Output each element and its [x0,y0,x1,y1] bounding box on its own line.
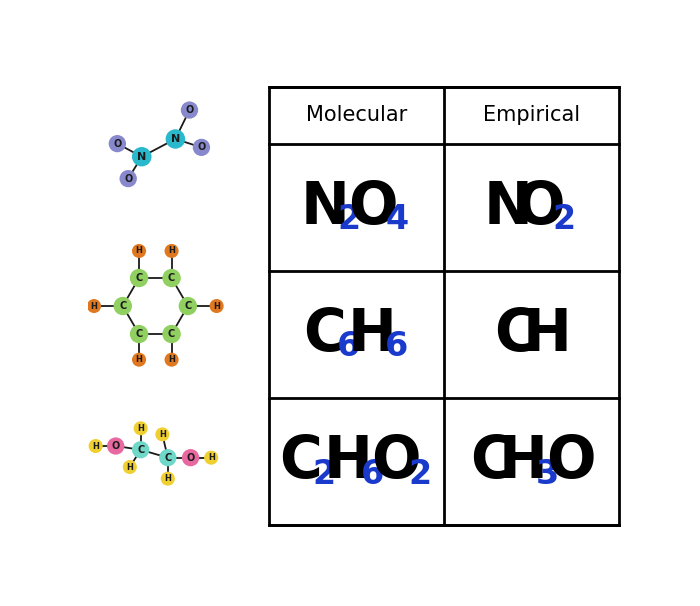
Ellipse shape [159,449,176,466]
Text: C: C [135,273,143,283]
Ellipse shape [132,244,146,258]
Text: C: C [304,306,346,363]
Text: H: H [127,462,133,471]
Ellipse shape [204,451,218,465]
Text: C: C [119,301,127,311]
Bar [270,87,620,525]
Text: O: O [372,433,421,490]
Ellipse shape [120,170,137,187]
Ellipse shape [166,129,185,148]
Text: C: C [184,301,192,311]
Text: H: H [208,453,215,462]
Text: O: O [186,453,195,463]
Text: C: C [279,433,322,490]
Text: O: O [197,142,206,152]
Text: C: C [168,273,175,283]
Text: H: H [498,433,547,490]
Text: C: C [494,306,537,363]
Ellipse shape [209,299,224,313]
Text: H: H [323,433,372,490]
Text: C: C [137,445,144,454]
Ellipse shape [178,297,197,315]
Ellipse shape [113,297,132,315]
Text: Molecular: Molecular [306,105,407,125]
Ellipse shape [134,421,148,435]
Text: O: O [348,179,398,236]
Text: H: H [136,355,143,364]
Ellipse shape [132,353,146,367]
Text: H: H [164,474,172,483]
Text: H: H [348,306,396,363]
Text: N: N [137,152,146,162]
Ellipse shape [130,269,148,287]
Text: H: H [90,302,97,310]
Text: N: N [483,179,532,236]
Text: N: N [300,179,349,236]
Text: O: O [113,139,122,148]
Text: 6: 6 [384,330,407,364]
Text: C: C [470,433,512,490]
Text: C: C [164,453,172,463]
Ellipse shape [161,471,175,485]
Text: O: O [186,105,194,115]
Text: H: H [168,247,175,256]
Text: 3: 3 [536,458,559,490]
Text: 2: 2 [409,458,432,490]
Ellipse shape [162,325,181,343]
Text: H: H [214,302,220,310]
Text: H: H [136,247,143,256]
Ellipse shape [107,438,125,454]
Ellipse shape [89,439,103,453]
Text: 4: 4 [386,203,409,236]
Ellipse shape [182,449,199,466]
Ellipse shape [132,441,149,458]
Text: C: C [135,329,143,339]
Text: O: O [546,433,596,490]
Text: H: H [159,430,166,439]
Text: 2: 2 [337,203,360,236]
Text: N: N [171,134,180,144]
Text: 2: 2 [553,203,576,236]
Text: O: O [111,441,120,451]
Ellipse shape [164,244,178,258]
Ellipse shape [155,427,169,441]
Text: 6: 6 [337,330,360,364]
Text: H: H [137,424,144,433]
Text: H: H [168,355,175,364]
Ellipse shape [181,101,198,119]
Ellipse shape [162,269,181,287]
Text: Empirical: Empirical [483,105,580,125]
Text: O: O [124,174,132,184]
Text: O: O [515,179,565,236]
Ellipse shape [108,135,126,152]
Text: 2: 2 [312,458,335,490]
Ellipse shape [193,139,210,156]
Ellipse shape [164,353,178,367]
Text: H: H [523,306,571,363]
Ellipse shape [130,325,148,343]
Text: 6: 6 [360,458,384,490]
Ellipse shape [87,299,101,313]
Ellipse shape [122,460,137,474]
Text: C: C [168,329,175,339]
Ellipse shape [132,147,151,167]
Text: H: H [92,442,99,450]
